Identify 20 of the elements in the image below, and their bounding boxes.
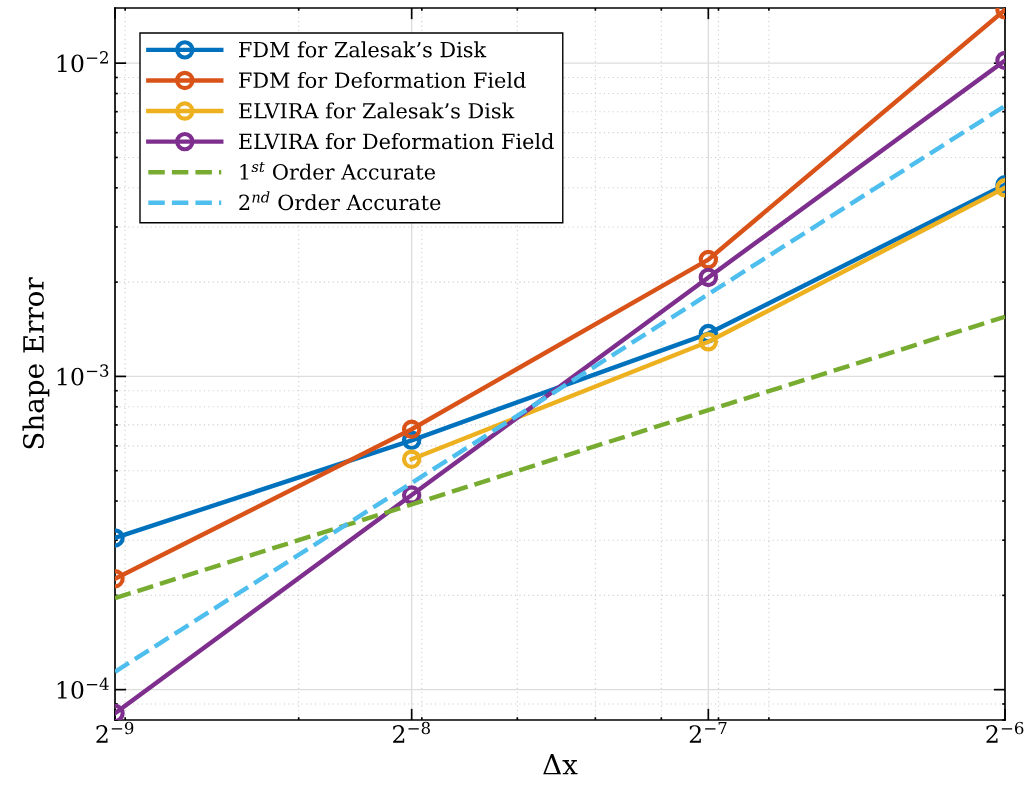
x-tick-label: 2$^{−7}$ — [689, 722, 727, 743]
point — [698, 332, 719, 352]
point — [401, 419, 422, 439]
legend-label: 2$^{nd}$ Order Accurate — [239, 191, 441, 211]
legend-label: FDM for Deformation Field — [239, 71, 526, 89]
legend-label: 1$^{st}$ Order Accurate — [240, 161, 435, 180]
y-tick-label: 10$^{−3}$ — [57, 364, 109, 386]
legend-label: ELVIRA for Zalesak’s Disk — [239, 102, 515, 119]
y-tick-label: 10$^{−2}$ — [57, 51, 108, 73]
x-tick-label: 2$^{−6}$ — [986, 721, 1024, 743]
line-series — [115, 314, 1005, 601]
legend-label: ELVIRA for Deformation Field — [239, 133, 554, 150]
y-tick-label: 10$^{−4}$ — [57, 677, 109, 699]
legend-label: FDM for Zalesak’s Disk — [239, 41, 487, 58]
x-axis-title: Δx — [543, 754, 578, 775]
x-tick-label: 2$^{−9}$ — [96, 721, 134, 743]
point — [401, 449, 422, 469]
x-tick-label: 2$^{−8}$ — [393, 721, 430, 743]
y-axis-title: Shape Error — [22, 277, 50, 449]
point — [698, 249, 719, 270]
